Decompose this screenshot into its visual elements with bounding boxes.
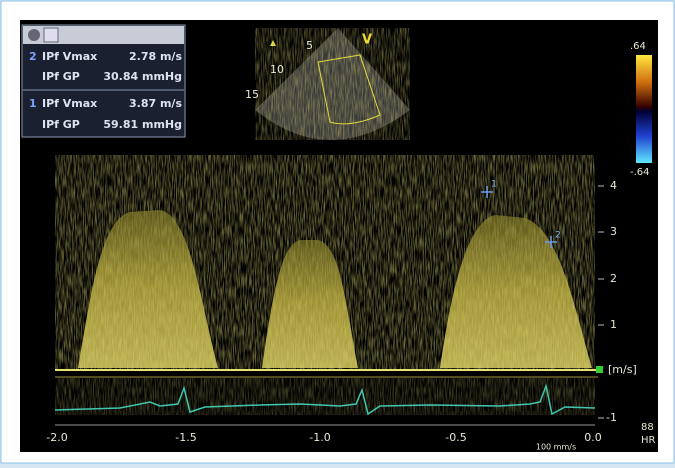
measurement-label: IPf GP xyxy=(42,118,80,131)
measurement-index: 1 xyxy=(29,97,37,110)
velocity-tick-label: 1 xyxy=(610,318,617,331)
measurement-value: 30.84 mmHg xyxy=(103,70,182,83)
marker-label: 2 xyxy=(555,231,561,241)
measurement-label: IPf GP xyxy=(42,70,80,83)
measurement-label: IPf Vmax xyxy=(42,97,97,110)
record-icon[interactable] xyxy=(28,29,40,41)
measurement-index: 2 xyxy=(29,50,37,63)
time-tick-label: -1.0 xyxy=(309,431,330,444)
measurement-value: 59.81 mmHg xyxy=(103,118,182,131)
velocity-tick-label: 4 xyxy=(610,179,617,192)
page: 4 3 2 1 [m/s] -1 -2.0 -1.5 -1.0 -0.5 0.0… xyxy=(0,0,675,464)
depth-label: 10 xyxy=(270,63,284,76)
sweep-speed: 100 mm/s xyxy=(536,443,576,452)
measurement-value: 3.87 m/s xyxy=(129,97,182,110)
velocity-tick-label: -1 xyxy=(606,411,617,424)
color-bar-max: .64 xyxy=(630,41,646,52)
velocity-unit: [m/s] xyxy=(608,363,637,376)
color-bar-min: -.64 xyxy=(630,167,650,178)
time-tick-label: -2.0 xyxy=(46,431,67,444)
depth-label: 5 xyxy=(306,39,313,52)
spectral-speckle xyxy=(55,155,595,370)
time-tick-label: 0.0 xyxy=(584,431,602,444)
heart-rate-label: HR xyxy=(641,435,656,446)
heart-rate: 88 xyxy=(641,422,654,433)
ultrasound-screen: 4 3 2 1 [m/s] -1 -2.0 -1.5 -1.0 -0.5 0.0… xyxy=(0,0,675,464)
velocity-tick-label: 2 xyxy=(610,272,617,285)
settings-icon[interactable] xyxy=(44,28,58,42)
measurement-value: 2.78 m/s xyxy=(129,50,182,63)
time-tick-label: -0.5 xyxy=(445,431,466,444)
velocity-tick-label: 3 xyxy=(610,225,617,238)
color-bar xyxy=(636,55,652,163)
baseline-handle[interactable] xyxy=(596,366,603,373)
mode-label: V xyxy=(362,33,372,48)
marker-label: 1 xyxy=(491,180,497,190)
measurement-label: IPf Vmax xyxy=(42,50,97,63)
reverse-flow xyxy=(55,378,595,415)
time-tick-label: -1.5 xyxy=(175,431,196,444)
depth-label: 15 xyxy=(245,88,259,101)
measurement-panel: 2 IPf Vmax 2.78 m/s IPf GP 30.84 mmHg 1 … xyxy=(22,25,185,137)
